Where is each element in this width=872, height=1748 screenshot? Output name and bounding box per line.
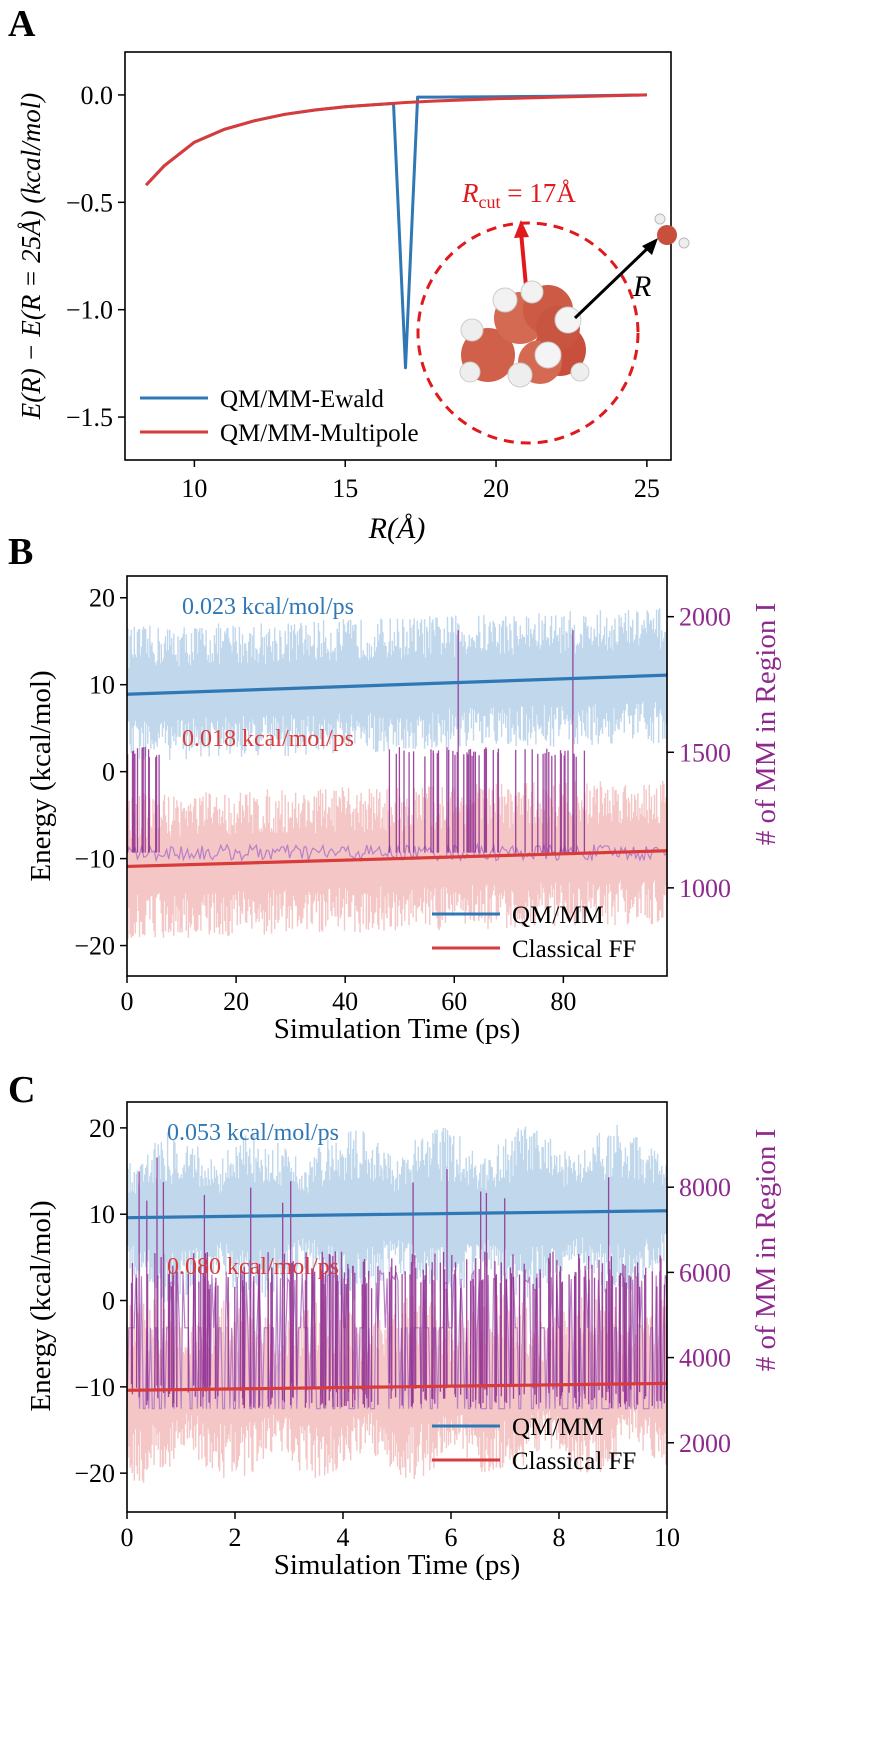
y-tick-label: −1.0 bbox=[66, 296, 113, 325]
trend-line-classical-ff bbox=[126, 849, 668, 869]
y2-tick-label: 2000 bbox=[679, 603, 731, 632]
distant-water-image bbox=[654, 213, 690, 249]
x-tick-label: 2 bbox=[229, 1523, 242, 1552]
panel-a-ylabel: E(R) − E(R = 25Å) (kcal/mol) bbox=[16, 93, 46, 421]
legend-c-qmmm-label: QM/MM bbox=[512, 1414, 604, 1441]
y-tick-label: 10 bbox=[89, 671, 115, 700]
panel-label-a: A bbox=[8, 3, 36, 45]
x-tick-label: 60 bbox=[441, 987, 467, 1016]
panel-b-ylabel: Energy (kcal/mol) bbox=[25, 670, 57, 881]
panel-a-xlabel: R(Å) bbox=[368, 512, 426, 545]
y-tick-label: 20 bbox=[89, 584, 115, 613]
panel-b-ff-rate: 0.018 kcal/mol/ps bbox=[182, 726, 354, 752]
trend-line-qmmm bbox=[126, 673, 668, 696]
x-tick-label: 8 bbox=[553, 1523, 566, 1552]
panel-b-y2label: # of MM in Region I bbox=[750, 603, 782, 845]
y2-tick-label: 4000 bbox=[679, 1344, 731, 1373]
mm-count-trace bbox=[126, 842, 668, 863]
distance-arrowhead bbox=[642, 238, 658, 255]
y-tick-label: 0 bbox=[102, 1287, 115, 1316]
y-tick-label: −20 bbox=[74, 932, 115, 961]
panel-b-qmmm-rate: 0.023 kcal/mol/ps bbox=[182, 594, 354, 620]
y-tick-label: −10 bbox=[74, 845, 115, 874]
y-tick-label: −1.5 bbox=[66, 403, 113, 432]
y-tick-label: −10 bbox=[74, 1373, 115, 1402]
panel-a-legend: QM/MM-Ewald QM/MM-Multipole bbox=[140, 386, 419, 447]
panel-label-c: C bbox=[8, 1069, 35, 1111]
trend-line-qmmm bbox=[126, 1209, 668, 1220]
x-tick-label: 0 bbox=[121, 987, 134, 1016]
y2-tick-label: 8000 bbox=[679, 1173, 731, 1202]
x-tick-label: 10 bbox=[654, 1523, 680, 1552]
y-tick-label: 10 bbox=[89, 1200, 115, 1229]
rcut-annotation: Rcut = 17Å bbox=[461, 178, 576, 212]
panel-c-chart: 0 2 4 6 8 10 20 10 0 −10 −20 8000 6000 4000 2000 0.053… bbox=[25, 1101, 782, 1581]
y2-tick-label: 6000 bbox=[679, 1258, 731, 1287]
x-tick-label: 0 bbox=[121, 1523, 134, 1552]
x-tick-label: 10 bbox=[181, 474, 207, 503]
panel-b-xlabel: Simulation Time (ps) bbox=[274, 1013, 521, 1045]
x-tick-label: 80 bbox=[550, 987, 576, 1016]
y2-tick-label: 1000 bbox=[679, 874, 731, 903]
x-tick-label: 40 bbox=[332, 987, 358, 1016]
panel-c-frame bbox=[126, 1101, 668, 1513]
y-tick-label: −0.5 bbox=[66, 188, 113, 217]
panel-c-ylabel: Energy (kcal/mol) bbox=[25, 1200, 57, 1411]
y2-tick-label: 1500 bbox=[679, 738, 731, 767]
legend-a-multipole-label: QM/MM-Multipole bbox=[220, 420, 419, 447]
panel-a-chart: 10 15 20 25 0.0 −0.5 −1.0 −1.5 bbox=[16, 51, 690, 545]
panel-c-ff-rate: 0.080 kcal/mol/ps bbox=[167, 1254, 339, 1280]
trend-line-classical-ff bbox=[126, 1381, 668, 1392]
legend-c-ff-label: Classical FF bbox=[512, 1448, 636, 1475]
mm-count-series bbox=[126, 630, 668, 863]
distance-arrow bbox=[573, 244, 652, 320]
r-annotation: R bbox=[632, 270, 651, 303]
x-tick-label: 15 bbox=[332, 474, 358, 503]
panel-c-legend: QM/MM Classical FF bbox=[432, 1414, 636, 1475]
y-tick-label: −20 bbox=[74, 1459, 115, 1488]
panel-b-frame bbox=[126, 575, 668, 977]
water-cluster-image bbox=[459, 280, 590, 388]
x-tick-label: 4 bbox=[337, 1523, 350, 1552]
cutoff-circle bbox=[416, 221, 640, 445]
legend-b-qmmm-label: QM/MM bbox=[512, 902, 604, 929]
panel-c-y2label: # of MM in Region I bbox=[750, 1129, 782, 1371]
series-line-multipole bbox=[145, 93, 647, 187]
legend-b-ff-label: Classical FF bbox=[512, 936, 636, 963]
legend-a-ewald-label: QM/MM-Ewald bbox=[220, 386, 384, 413]
panel-c-qmmm-rate: 0.053 kcal/mol/ps bbox=[167, 1120, 339, 1146]
x-tick-label: 20 bbox=[223, 987, 249, 1016]
cutoff-inset: Rcut = 17Å R bbox=[416, 178, 690, 445]
rcut-arrowhead bbox=[514, 220, 529, 238]
y-tick-label: 20 bbox=[89, 1114, 115, 1143]
x-tick-label: 25 bbox=[634, 474, 660, 503]
panel-label-b: B bbox=[8, 531, 33, 573]
y2-tick-label: 2000 bbox=[679, 1429, 731, 1458]
x-tick-label: 20 bbox=[483, 474, 509, 503]
y-tick-label: 0 bbox=[102, 758, 115, 787]
panel-a-frame bbox=[124, 51, 672, 461]
mm-count-spikes bbox=[130, 1157, 668, 1409]
panel-c-xlabel: Simulation Time (ps) bbox=[274, 1549, 521, 1581]
panel-b-legend: QM/MM Classical FF bbox=[432, 902, 636, 963]
x-tick-label: 6 bbox=[445, 1523, 458, 1552]
y-tick-label: 0.0 bbox=[81, 81, 114, 110]
panel-b-chart: 0 20 40 60 80 20 10 0 −10 −20 2000 1500 1000 0.023 k… bbox=[25, 575, 782, 1045]
